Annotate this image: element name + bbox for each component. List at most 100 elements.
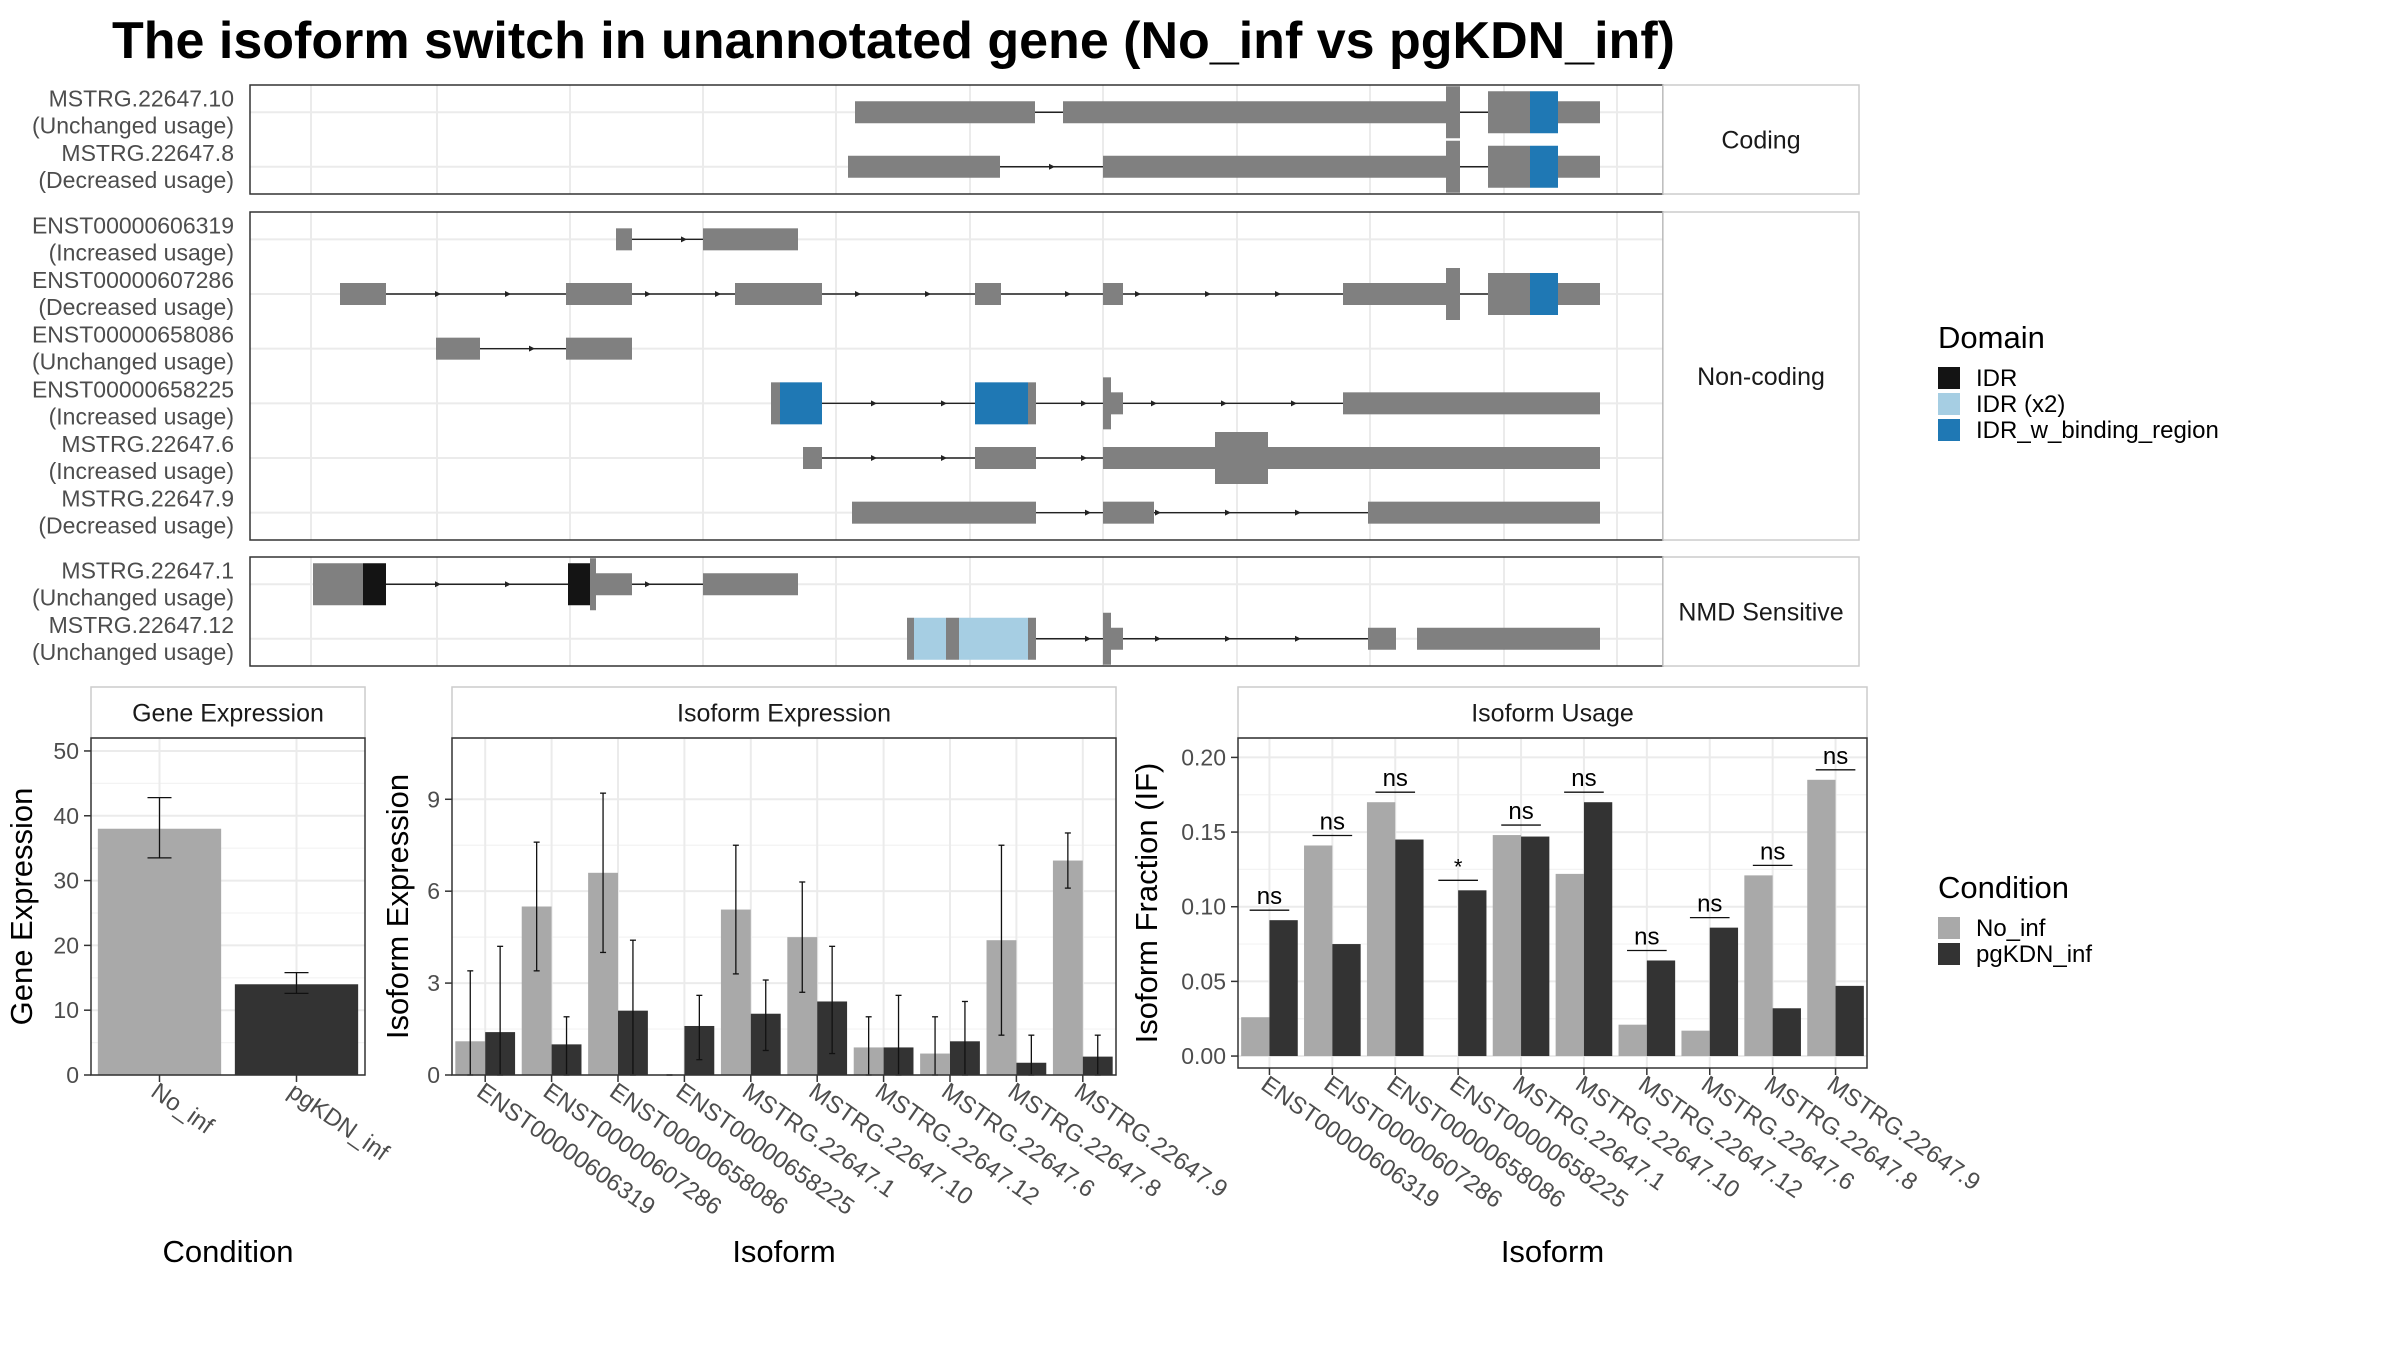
intron-arrow [1205,291,1211,297]
group-strip [1662,84,1860,195]
isoform-usage-label: (Increased usage) [49,458,234,484]
isoform-id-label: MSTRG.22647.12 [49,612,234,638]
x-tick-label: pgKDN_inf [283,1078,394,1167]
intron-arrow [855,291,861,297]
exon-block [1111,627,1123,650]
x-axis-title: Condition [163,1234,294,1269]
bar [1241,1017,1270,1057]
exon-block [852,501,1036,524]
legend-title: Domain [1938,320,2045,355]
legend-swatch [1938,419,1960,441]
y-tick-label: 10 [53,997,79,1023]
y-tick-label: 0.10 [1181,894,1226,920]
exon-block [1063,101,1446,124]
bar [1807,779,1836,1057]
panel-strip-label: Gene Expression [132,700,324,728]
exon-block [1488,273,1530,315]
isoform-usage-label: (Unchanged usage) [32,112,234,138]
bar [97,828,222,1075]
isoform-usage-label: (Decreased usage) [38,167,234,193]
exon-block [1028,382,1036,425]
intron-arrow [1065,291,1071,297]
exon-block [566,337,632,360]
intron-arrow [529,345,535,352]
bar [1366,802,1396,1057]
y-axis-title: Gene Expression [4,788,39,1026]
exon-block [1111,392,1123,415]
legend-label: pgKDN_inf [1976,941,2092,968]
exon-block [1343,283,1446,305]
y-tick-label: 0.20 [1181,744,1226,770]
figure-title: The isoform switch in unannotated gene (… [112,12,1675,70]
significance-label: ns [1760,838,1785,865]
isoform-expression-chart: Isoform Expression0369ENST00000606319ENS… [380,686,1232,1269]
intron-arrow [681,236,687,243]
intron-arrow [941,455,947,461]
exon-block [703,228,798,251]
bar [1646,960,1676,1057]
exon-block [1103,155,1446,178]
group-strip-label: Non-coding [1697,363,1825,391]
exon-block [1558,101,1600,124]
bar [1521,836,1550,1057]
exon-block [1103,283,1123,305]
y-tick-label: 0.00 [1181,1043,1226,1069]
exon-block [803,447,822,469]
legend-swatch [1938,917,1960,939]
intron-arrow [925,291,931,297]
isoform-usage-chart: Isoform Usage 0.00 0.05 0.10 0.15 0.20 ns ns ns *… [1129,686,1985,1269]
significance-label: * [1454,854,1463,879]
y-tick-label: 6 [427,878,440,904]
exon-block [771,382,780,425]
isoform-usage-label: (Increased usage) [49,239,234,265]
exon-block [855,101,1035,124]
exon-block [318,563,363,606]
isoform-id-label: MSTRG.22647.10 [49,85,234,111]
exon-block [1103,501,1154,524]
panel-strip-label: Isoform Usage [1471,700,1634,728]
bar [1052,860,1083,1075]
isoform-row: ENST00000607286(Decreased usage) [32,267,1600,320]
bar [1835,985,1864,1057]
exon-block [340,283,386,305]
isoform-row: ENST00000658086(Unchanged usage) [32,322,632,375]
exon-block [313,563,318,606]
intron-arrow [1275,291,1281,297]
bar [1618,1024,1647,1057]
intron-arrow [1225,635,1231,642]
intron-arrow [1135,291,1141,297]
legend-label: IDR [1976,365,2017,392]
domain-block [568,563,590,606]
legend-swatch [1938,393,1960,415]
exon-block [975,283,1001,305]
intron-arrow [505,581,511,588]
intron-arrow [645,291,651,297]
y-tick-label: 30 [53,868,79,894]
legend-label: IDR_w_binding_region [1976,417,2219,444]
exon-block [946,617,959,660]
panel-strip-label: Isoform Expression [677,700,891,728]
group-strip-label: NMD Sensitive [1678,599,1843,627]
y-tick-label: 3 [427,970,440,996]
exon-block [1268,447,1600,469]
intron-arrow [1085,509,1091,516]
x-tick-label: No_inf [146,1078,219,1140]
exon-block [1368,627,1396,650]
domain-block [780,382,822,425]
significance-label: ns [1383,765,1408,792]
bar [1681,1030,1710,1057]
significance-label: ns [1571,765,1596,792]
panel-strip [90,686,366,739]
exon-block [1417,627,1600,650]
isoform-id-label: ENST00000606319 [32,212,234,238]
bar [1744,875,1773,1057]
isoform-row: MSTRG.22647.12(Unchanged usage) [32,612,1600,665]
exon-block [590,558,596,611]
isoform-row: MSTRG.22647.1(Unchanged usage) [32,557,798,611]
isoform-id-label: ENST00000658086 [32,322,234,348]
intron-arrow [435,581,441,588]
isoform-id-label: MSTRG.22647.9 [61,486,234,512]
isoform-id-label: MSTRG.22647.6 [61,431,234,457]
